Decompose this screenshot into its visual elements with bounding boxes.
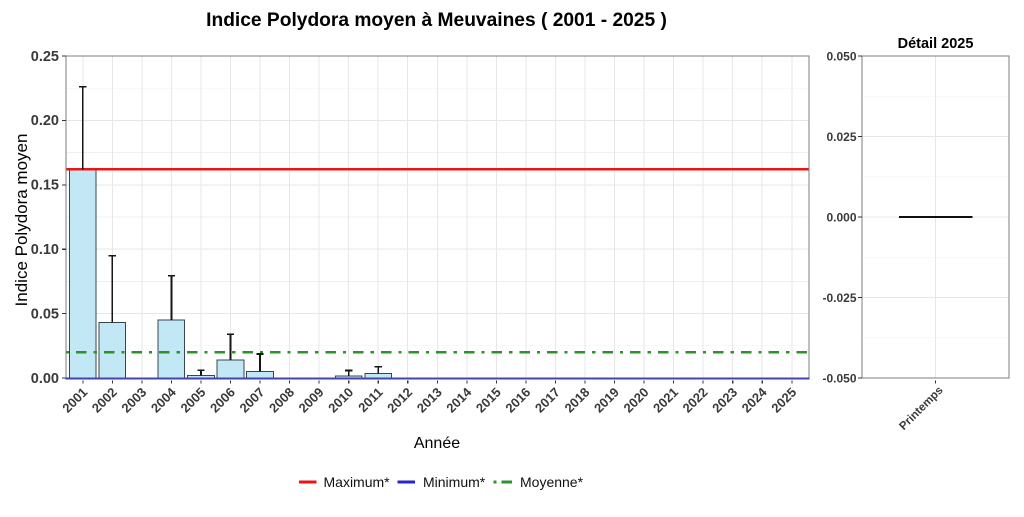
svg-text:0.050: 0.050 bbox=[826, 49, 856, 63]
svg-text:0.000: 0.000 bbox=[826, 210, 856, 224]
svg-text:Maximum*: Maximum* bbox=[324, 474, 391, 490]
svg-text:0.00: 0.00 bbox=[31, 371, 59, 387]
svg-text:-0.025: -0.025 bbox=[822, 291, 856, 305]
svg-text:Minimum*: Minimum* bbox=[423, 474, 486, 490]
svg-text:0.15: 0.15 bbox=[31, 178, 59, 194]
svg-text:Indice Polydora moyen: Indice Polydora moyen bbox=[12, 134, 31, 307]
svg-text:-0.050: -0.050 bbox=[822, 371, 856, 385]
svg-text:0.05: 0.05 bbox=[31, 306, 59, 322]
svg-text:Année: Année bbox=[414, 435, 460, 452]
svg-text:0.25: 0.25 bbox=[31, 49, 59, 65]
svg-text:Indice Polydora moyen à Meuvai: Indice Polydora moyen à Meuvaines ( 2001… bbox=[206, 10, 667, 31]
svg-text:Moyenne*: Moyenne* bbox=[520, 474, 584, 490]
svg-text:0.025: 0.025 bbox=[826, 130, 856, 144]
svg-text:Détail 2025: Détail 2025 bbox=[898, 36, 974, 52]
svg-text:0.10: 0.10 bbox=[31, 242, 59, 258]
svg-text:0.20: 0.20 bbox=[31, 113, 59, 129]
